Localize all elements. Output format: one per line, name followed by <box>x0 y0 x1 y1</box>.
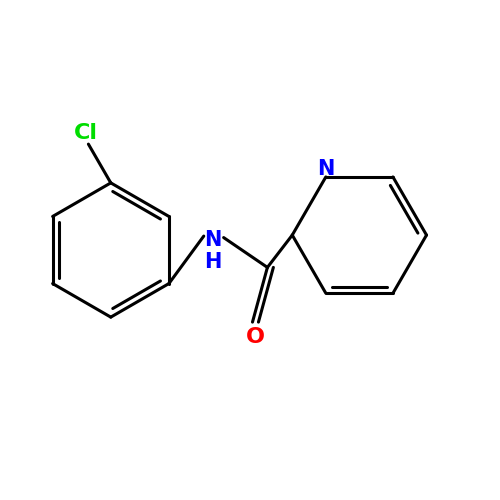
Text: N: N <box>317 160 334 180</box>
Text: N: N <box>204 230 222 250</box>
Text: O: O <box>246 327 265 347</box>
Text: Cl: Cl <box>74 123 98 143</box>
Text: H: H <box>204 252 222 272</box>
